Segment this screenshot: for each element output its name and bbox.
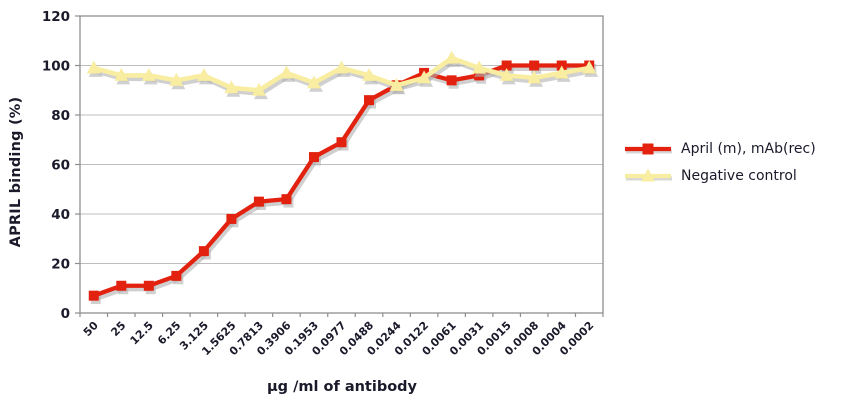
triangle-legend-marker-icon: [641, 168, 655, 182]
triangle-marker-icon: [582, 60, 597, 74]
gridlines: [80, 65, 603, 264]
square-marker-icon: [336, 137, 347, 148]
triangle-marker-icon: [279, 65, 294, 79]
y-tick-label: 60: [51, 158, 70, 174]
triangle-marker-icon: [472, 60, 487, 74]
square-marker-icon: [501, 60, 512, 71]
triangle-marker-icon: [224, 80, 239, 94]
x-tick-label: 25: [108, 319, 128, 339]
square-marker-icon: [308, 152, 319, 163]
x-axis-labels: 50 25 12.5 6.253.1251.56250.78130.39060.195…: [81, 319, 596, 358]
series-shadow: [95, 66, 592, 302]
square-marker-icon: [226, 213, 237, 224]
triangle-marker-icon: [527, 70, 542, 84]
square-marker-icon: [281, 194, 292, 205]
square-marker-icon: [143, 280, 154, 291]
series-line: [93, 63, 590, 298]
axis-ticks: [75, 15, 604, 317]
legend-item-april: April (m), mAb(rec): [624, 138, 816, 160]
y-tick-label: 0: [61, 306, 70, 322]
triangle-marker-icon: [444, 50, 459, 64]
series-negative-control: [86, 50, 599, 100]
square-marker-icon: [198, 246, 209, 257]
triangle-marker-icon: [499, 67, 514, 81]
square-marker-icon: [171, 270, 182, 281]
triangle-marker-icon: [334, 60, 349, 74]
legend-label-negative-control: Negative control: [681, 168, 797, 184]
triangle-marker-icon: [169, 72, 184, 86]
triangle-marker-icon: [389, 77, 404, 91]
red-square-series-icon: [625, 143, 672, 154]
y-tick-label: 120: [42, 9, 70, 25]
series-april-mab: [88, 60, 597, 305]
x-tick-label: 50: [81, 319, 101, 339]
legend-item-negative-control: Negative control: [624, 165, 816, 187]
x-axis-title: µg /ml of antibody: [266, 379, 418, 395]
triangle-marker-icon: [114, 67, 129, 81]
y-axis-labels: 0 20 40 60 80 100 120: [42, 9, 70, 322]
triangle-marker-icon: [196, 67, 211, 81]
square-legend-marker-icon: [642, 143, 654, 154]
yellow-triangle-series-icon: [625, 168, 672, 182]
y-axis-title: APRIL binding (%): [8, 96, 24, 248]
square-marker-icon: [446, 75, 457, 86]
triangle-marker-icon: [417, 70, 432, 84]
legend-label-april: April (m), mAb(rec): [681, 141, 816, 157]
triangle-marker-icon: [251, 82, 266, 96]
square-marker-icon: [88, 290, 99, 301]
square-marker-icon: [364, 95, 375, 106]
square-marker-icon: [253, 196, 264, 207]
triangle-marker-icon: [141, 67, 156, 81]
triangle-marker-icon: [307, 75, 321, 89]
y-tick-label: 100: [42, 59, 70, 75]
x-tick-label: 12.5: [128, 319, 156, 347]
y-tick-label: 80: [51, 108, 70, 124]
triangle-marker-icon: [554, 65, 569, 79]
square-marker-icon: [116, 280, 127, 291]
y-tick-label: 40: [51, 207, 70, 223]
square-marker-icon: [529, 60, 540, 71]
triangle-marker-icon: [86, 60, 101, 74]
y-tick-label: 20: [51, 257, 70, 273]
legend: April (m), mAb(rec) Negative control: [624, 138, 816, 187]
triangle-marker-icon: [362, 67, 376, 81]
